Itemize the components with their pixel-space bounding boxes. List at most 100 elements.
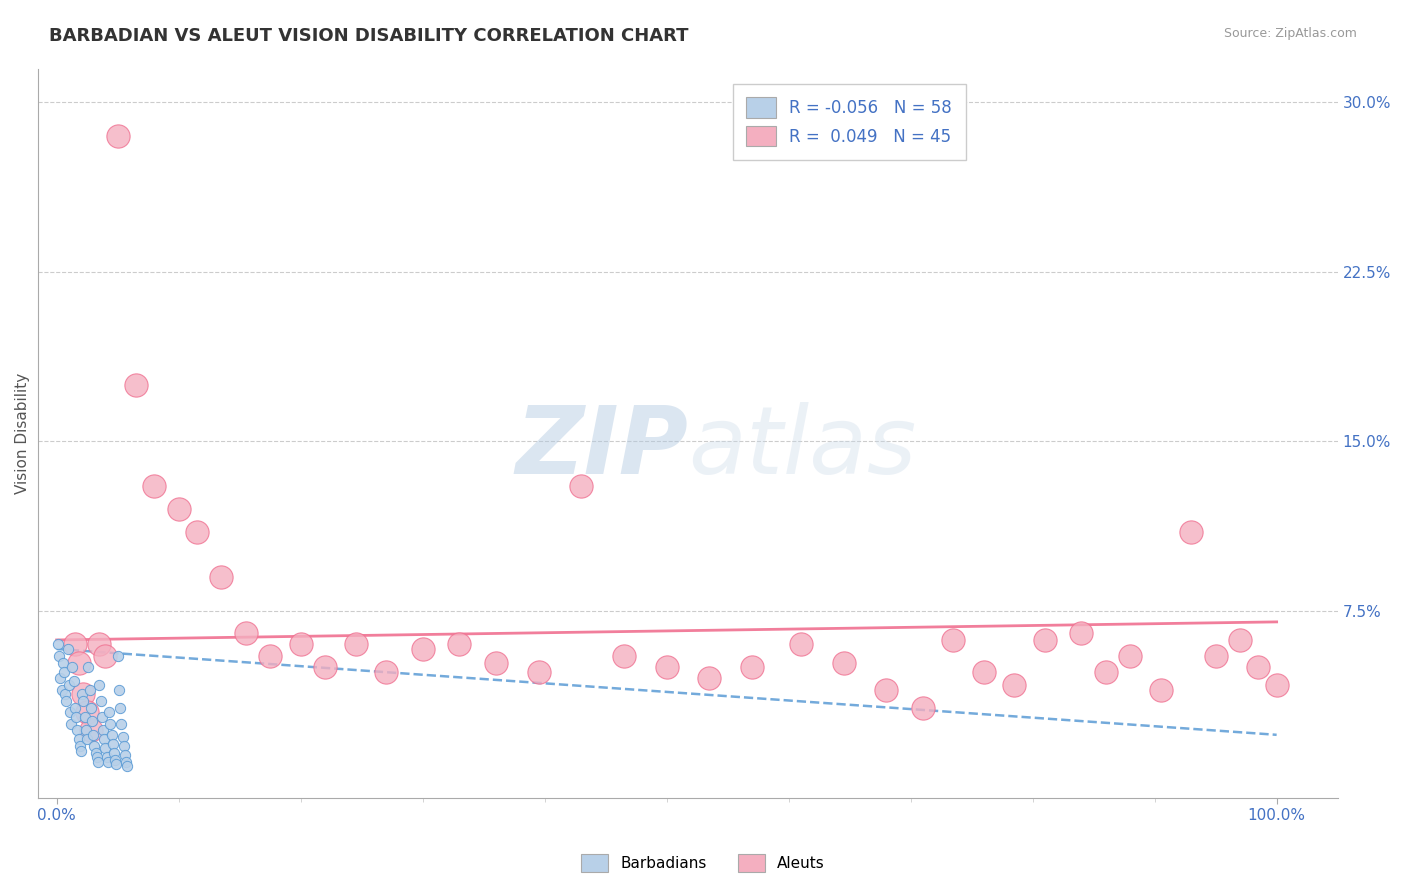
Point xyxy=(527,665,550,679)
Point xyxy=(1205,648,1227,663)
Point xyxy=(80,700,103,714)
Point xyxy=(62,673,84,688)
Point xyxy=(209,570,232,584)
Point xyxy=(107,648,129,663)
Point xyxy=(973,665,995,679)
Legend: R = -0.056   N = 58, R =  0.049   N = 45: R = -0.056 N = 58, R = 0.049 N = 45 xyxy=(733,84,966,160)
Text: Source: ZipAtlas.com: Source: ZipAtlas.com xyxy=(1223,27,1357,40)
Text: BARBADIAN VS ALEUT VISION DISABILITY CORRELATION CHART: BARBADIAN VS ALEUT VISION DISABILITY COR… xyxy=(49,27,689,45)
Point xyxy=(52,665,75,679)
Point xyxy=(290,638,312,652)
Point xyxy=(235,626,257,640)
Point xyxy=(72,687,94,701)
Point xyxy=(56,642,79,657)
Point xyxy=(73,710,96,724)
Point xyxy=(72,687,94,701)
Point xyxy=(104,753,127,767)
Point xyxy=(186,524,208,539)
Point xyxy=(485,656,508,670)
Point xyxy=(97,755,120,769)
Point xyxy=(93,732,115,747)
Point xyxy=(143,479,166,493)
Point xyxy=(51,682,73,697)
Point xyxy=(112,739,135,753)
Point xyxy=(94,648,117,663)
Point xyxy=(91,723,114,738)
Point xyxy=(89,638,111,652)
Point xyxy=(115,755,138,769)
Point xyxy=(72,694,94,708)
Point xyxy=(1002,678,1025,692)
Point xyxy=(699,671,721,685)
Point xyxy=(412,642,434,657)
Point xyxy=(314,660,336,674)
Point xyxy=(1070,626,1092,640)
Point xyxy=(108,700,131,714)
Point xyxy=(48,648,70,663)
Point xyxy=(1229,632,1251,647)
Point xyxy=(125,377,148,392)
Point xyxy=(111,730,134,744)
Point xyxy=(344,638,367,652)
Point xyxy=(375,665,398,679)
Point xyxy=(55,694,77,708)
Text: atlas: atlas xyxy=(688,402,917,493)
Point xyxy=(875,682,897,697)
Point xyxy=(53,687,76,701)
Point xyxy=(259,648,281,663)
Point xyxy=(911,700,934,714)
Point xyxy=(90,710,112,724)
Point xyxy=(167,502,190,516)
Point xyxy=(87,755,110,769)
Point xyxy=(94,741,117,756)
Point xyxy=(69,739,91,753)
Point xyxy=(46,638,69,652)
Point xyxy=(101,737,124,751)
Point xyxy=(1033,632,1056,647)
Point xyxy=(741,660,763,674)
Point xyxy=(1247,660,1270,674)
Point xyxy=(1150,682,1173,697)
Point xyxy=(76,705,98,719)
Point xyxy=(79,682,101,697)
Point xyxy=(1095,665,1118,679)
Y-axis label: Vision Disability: Vision Disability xyxy=(15,373,30,494)
Point xyxy=(90,694,112,708)
Point xyxy=(59,705,82,719)
Point xyxy=(98,716,121,731)
Point xyxy=(49,671,72,685)
Point xyxy=(67,732,90,747)
Point xyxy=(58,678,80,692)
Point xyxy=(60,716,83,731)
Point xyxy=(110,716,132,731)
Point xyxy=(96,750,118,764)
Point xyxy=(569,479,592,493)
Point xyxy=(62,660,84,674)
Point xyxy=(108,682,131,697)
Point xyxy=(63,638,86,652)
Point xyxy=(52,656,75,670)
Point xyxy=(107,129,129,144)
Point xyxy=(1119,648,1142,663)
Point xyxy=(84,746,107,760)
Point xyxy=(613,648,636,663)
Point xyxy=(75,723,97,738)
Point xyxy=(655,660,678,674)
Point xyxy=(832,656,855,670)
Point xyxy=(70,744,93,758)
Point xyxy=(82,728,104,742)
Point xyxy=(1265,678,1288,692)
Point xyxy=(63,700,86,714)
Point xyxy=(89,678,111,692)
Point xyxy=(114,748,136,763)
Text: ZIP: ZIP xyxy=(515,402,688,494)
Point xyxy=(80,714,103,729)
Point xyxy=(117,759,139,773)
Point xyxy=(1180,524,1202,539)
Point xyxy=(100,728,122,742)
Point xyxy=(80,723,103,738)
Point xyxy=(790,638,813,652)
Point xyxy=(83,739,105,753)
Point xyxy=(86,750,108,764)
Point xyxy=(449,638,471,652)
